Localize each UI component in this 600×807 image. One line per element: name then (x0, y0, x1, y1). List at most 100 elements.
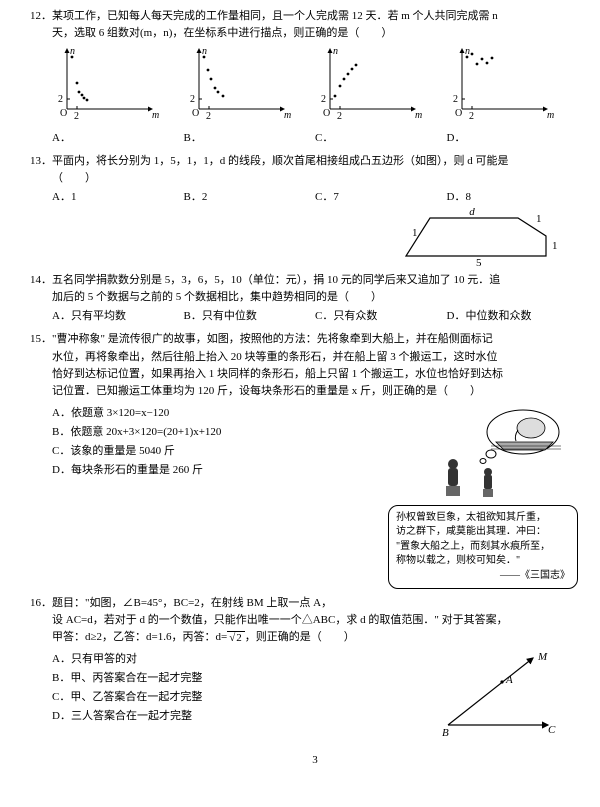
q16-l3a: 甲答：d≥2，乙答：d=1.6，丙答：d= (52, 631, 227, 643)
q13-figure-wrap: d 1 1 1 5 (52, 206, 578, 266)
scatter-chart-a: O22mn (52, 44, 172, 124)
q12-chart-c-wrap: O22mn (315, 44, 447, 130)
q12-opt-b: B． (184, 130, 316, 147)
q16-number: 16． (30, 595, 52, 612)
q15-number: 15． (30, 331, 52, 348)
q16-opt-c: C．甲、乙答案合在一起才完整 (52, 688, 428, 707)
label-d: d (469, 206, 475, 218)
svg-text:O: O (60, 108, 67, 119)
svg-text:2: 2 (206, 111, 211, 122)
story-l3: "置象大船之上，而刻其水痕所至， (396, 540, 570, 555)
svg-text:m: m (284, 110, 291, 121)
q15-opt-b: B．依题意 20x+3×120=(20+1)x+120 (52, 423, 388, 442)
q14-opt-a: A．只有平均数 (52, 308, 184, 325)
question-13: 13． 平面内，将长分别为 1，5，1，1，d 的线段，顺次首尾相接组成凸五边形… (52, 153, 578, 266)
q12-number: 12． (30, 8, 52, 25)
scatter-chart-d: O22mn (447, 44, 567, 124)
q12-opt-a: A． (52, 130, 184, 147)
svg-text:2: 2 (74, 111, 79, 122)
q15-opt-c: C．该象的重量是 5040 斤 (52, 442, 388, 461)
label-5: 5 (476, 257, 482, 266)
svg-text:2: 2 (337, 111, 342, 122)
story-src: ——《三国志》 (396, 569, 570, 584)
scatter-chart-c: O22mn (315, 44, 435, 124)
story-l1: 孙权曾致巨象，太祖欲知其斤重， (396, 511, 570, 526)
q13-opt-d: D．8 (447, 189, 579, 206)
story-illustration (393, 404, 573, 499)
question-12: 12． 某项工作，已知每人每天完成的工作量相同，且一个人完成需 12 天．若 m… (52, 8, 578, 147)
q16-options: A．只有甲答的对 B．甲、丙答案合在一起才完整 C．甲、乙答案合在一起才完整 D… (52, 650, 428, 746)
q12-charts-row: O22mn O22mn O22mn O22mn (52, 44, 578, 130)
label-A: A (505, 674, 513, 686)
story-box: 孙权曾致巨象，太祖欲知其斤重， 访之群下，咸莫能出其理．冲曰： "置象大船之上，… (388, 505, 578, 590)
story-l4: 称物以载之，则校可知矣．" (396, 554, 570, 569)
q14-number: 14． (30, 272, 52, 289)
q13-options: A．1 B．2 C．7 D．8 (52, 189, 578, 206)
q13-opt-b: B．2 (184, 189, 316, 206)
q16-opt-a: A．只有甲答的对 (52, 650, 428, 669)
person-right-icon (483, 468, 493, 497)
q12-opt-d: D． (447, 130, 579, 147)
label-C: C (548, 724, 556, 736)
q13-opt-a: A．1 (52, 189, 184, 206)
q12-chart-d-wrap: O22mn (447, 44, 579, 130)
q14-opt-d: D．中位数和众数 (447, 308, 579, 325)
label-B: B (442, 727, 449, 739)
q16-opt-d: D．三人答案合在一起才完整 (52, 707, 428, 726)
q14-opt-c: C．只有众数 (315, 308, 447, 325)
svg-text:O: O (323, 108, 330, 119)
svg-text:n: n (465, 46, 470, 57)
q12-chart-a-wrap: O22mn (52, 44, 184, 130)
q12-opt-c: C． (315, 130, 447, 147)
q15-text-line4: 记位置．已知搬运工体重均为 120 斤，设每块条形石的重量是 x 斤，则正确的是… (52, 383, 578, 400)
question-15: 15． "曹冲称象" 是流传很广的故事，如图，按照他的方法：先将象牵到大船上，并… (52, 331, 578, 589)
q14-opt-b: B．只有中位数 (184, 308, 316, 325)
svg-text:2: 2 (321, 94, 326, 105)
q13-text-line2: （ ） (52, 170, 578, 187)
svg-text:n: n (70, 46, 75, 57)
q12-text-line1: 某项工作，已知每人每天完成的工作量相同，且一个人完成需 12 天．若 m 个人共… (52, 8, 578, 25)
label-1a: 1 (536, 213, 542, 225)
svg-text:2: 2 (469, 111, 474, 122)
svg-text:2: 2 (58, 94, 63, 105)
q16-text-line2: 设 AC=d，若对于 d 的一个数值，只能作出唯一一个△ABC，求 d 的取值范… (52, 612, 578, 629)
q16-text-line1: 题目："如图，∠B=45°，BC=2，在射线 BM 上取一点 A， (52, 595, 578, 612)
q15-opt-a: A．依题意 3×120=x−120 (52, 404, 388, 423)
svg-text:n: n (333, 46, 338, 57)
q14-options: A．只有平均数 B．只有中位数 C．只有众数 D．中位数和众数 (52, 308, 578, 325)
q16-figure: M A B C (428, 650, 578, 746)
angle-figure: M A B C (428, 650, 578, 740)
question-14: 14． 五名同学捐款数分别是 5，3，6，5，10（单位：元），捐 10 元的同… (52, 272, 578, 325)
svg-text:m: m (415, 110, 422, 121)
svg-text:m: m (547, 110, 554, 121)
label-1c: 1 (412, 227, 418, 239)
story-l2: 访之群下，咸莫能出其理．冲曰： (396, 525, 570, 540)
q16-opt-b: B．甲、丙答案合在一起才完整 (52, 669, 428, 688)
q16-l3b: ，则正确的是（ ） (245, 631, 355, 643)
svg-text:O: O (455, 108, 462, 119)
sqrt-val: 2 (235, 631, 243, 644)
pentagon-figure: d 1 1 1 5 (398, 206, 578, 266)
q13-opt-c: C．7 (315, 189, 447, 206)
q15-figure: 孙权曾致巨象，太祖欲知其斤重， 访之群下，咸莫能出其理．冲曰： "置象大船之上，… (388, 404, 578, 590)
q15-text-line1: "曹冲称象" 是流传很广的故事，如图，按照他的方法：先将象牵到大船上，并在船侧面… (52, 331, 578, 348)
q12-labels-row: A． B． C． D． (52, 130, 578, 147)
label-M: M (537, 651, 548, 663)
scatter-chart-b: O22mn (184, 44, 304, 124)
q14-text-line1: 五名同学捐款数分别是 5，3，6，5，10（单位：元），捐 10 元的同学后来又… (52, 272, 578, 289)
q14-text-line2: 加后的 5 个数据与之前的 5 个数据相比，集中趋势相同的是（ ） (52, 289, 578, 306)
svg-text:O: O (192, 108, 199, 119)
svg-text:2: 2 (453, 94, 458, 105)
q12-text-line2: 天，选取 6 组数对(m，n)，在坐标系中进行描点，则正确的是（ ） (52, 25, 578, 42)
svg-text:m: m (152, 110, 159, 121)
sqrt-icon: √2 (227, 630, 245, 647)
q15-opt-d: D．每块条形石的重量是 260 斤 (52, 461, 388, 480)
q13-text-line1: 平面内，将长分别为 1，5，1，1，d 的线段，顺次首尾相接组成凸五边形（如图）… (52, 153, 578, 170)
svg-text:n: n (202, 46, 207, 57)
label-1b: 1 (552, 240, 558, 252)
q16-text-line3: 甲答：d≥2，乙答：d=1.6，丙答：d=√2，则正确的是（ ） (52, 629, 578, 647)
q12-chart-b-wrap: O22mn (184, 44, 316, 130)
q13-number: 13． (30, 153, 52, 170)
q15-options: A．依题意 3×120=x−120 B．依题意 20x+3×120=(20+1)… (52, 404, 388, 590)
question-16: 16． 题目："如图，∠B=45°，BC=2，在射线 BM 上取一点 A， 设 … (52, 595, 578, 746)
